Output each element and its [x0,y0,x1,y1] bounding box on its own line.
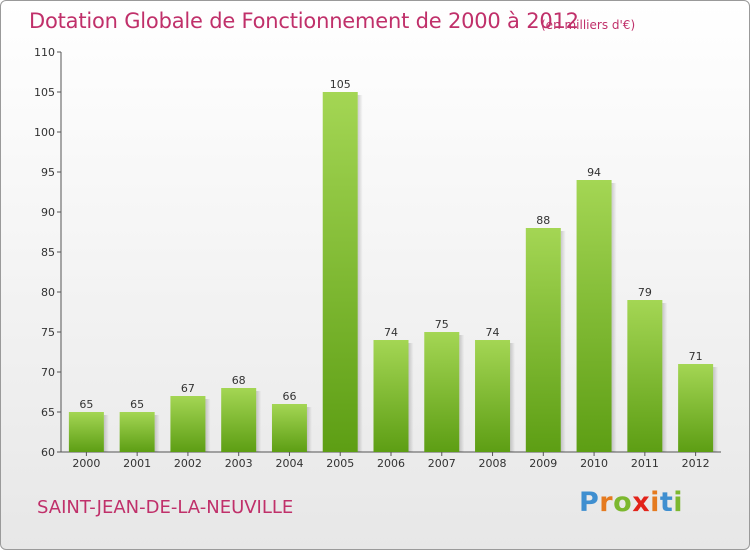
x-tick-label-2001: 2001 [123,457,151,470]
bar-2002 [170,396,206,452]
x-tick-label-2004: 2004 [275,457,303,470]
x-tick-label-2007: 2007 [428,457,456,470]
data-label-2009: 88 [536,214,550,227]
data-label-2002: 67 [181,382,195,395]
y-tick-label: 90 [41,206,55,219]
x-tick-label-2009: 2009 [529,457,557,470]
chart-labels: 2000 65 2001 65 2002 67 2003 68 2004 66 2005 105 200… [72,78,709,470]
bar-2008 [475,340,511,452]
x-tick-label-2002: 2002 [174,457,202,470]
bar-2007 [424,332,460,452]
y-tick-label: 100 [34,126,55,139]
bar-2006 [373,340,409,452]
bar-2001 [119,412,155,452]
logo-letter: r [599,487,614,518]
bar-2005 [322,92,358,452]
bar-shadow [713,367,719,452]
y-tick-label: 60 [41,446,55,459]
x-tick-label-2005: 2005 [326,457,354,470]
data-label-2005: 105 [330,78,351,91]
chart-subtitle: (en milliers d'€) [541,18,636,32]
bar-shadow [205,399,211,452]
logo-letter: x [632,487,651,518]
data-label-2007: 75 [435,318,449,331]
bar-shadow [662,303,668,452]
bar-shadow [256,391,262,452]
bar-shadow [408,343,414,452]
y-tick-label: 75 [41,326,55,339]
data-label-2012: 71 [689,350,703,363]
bar-shadow [459,335,465,452]
bar-2012 [678,364,714,452]
x-tick-label-2008: 2008 [479,457,507,470]
data-label-2011: 79 [638,286,652,299]
chart-bars [68,92,719,452]
chart-axes: 60 65 70 75 80 85 90 95 100 105 110 [34,46,721,459]
bar-shadow [560,231,566,452]
x-tick-label-2000: 2000 [72,457,100,470]
y-tick-label: 80 [41,286,55,299]
bar-shadow [357,95,363,452]
data-label-2006: 74 [384,326,398,339]
x-tick-label-2003: 2003 [225,457,253,470]
x-tick-label-2012: 2012 [682,457,710,470]
chart-title: Dotation Globale de Fonctionnement de 20… [29,9,579,33]
data-label-2010: 94 [587,166,601,179]
data-label-2008: 74 [486,326,500,339]
commune-name: SAINT-JEAN-DE-LA-NEUVILLE [37,497,294,518]
data-label-2000: 65 [79,398,93,411]
y-tick-label: 95 [41,166,55,179]
x-tick-label-2011: 2011 [631,457,659,470]
bar-shadow [306,407,312,452]
bar-2010 [576,180,612,452]
y-tick-label: 110 [34,46,55,59]
y-tick-label: 65 [41,406,55,419]
y-tick-label: 70 [41,366,55,379]
logo-letter: o [613,487,633,518]
data-label-2001: 65 [130,398,144,411]
bar-2000 [68,412,104,452]
logo-letter: i [673,487,684,518]
logo-letter: i [650,487,660,518]
bar-shadow [154,415,160,452]
bar-2009 [525,228,561,452]
x-tick-label-2006: 2006 [377,457,405,470]
bar-shadow [611,183,617,452]
logo-letter: t [659,487,674,518]
y-tick-label: 105 [34,86,55,99]
bar-2004 [271,404,307,452]
bar-2011 [627,300,663,452]
bar-2003 [221,388,257,452]
data-label-2004: 66 [282,390,296,403]
x-tick-label-2010: 2010 [580,457,608,470]
y-tick-label: 85 [41,246,55,259]
bar-shadow [103,415,109,452]
logo-letter: P [579,487,600,518]
data-label-2003: 68 [232,374,246,387]
proxiti-logo: Proxiti [579,487,683,518]
bar-shadow [510,343,516,452]
